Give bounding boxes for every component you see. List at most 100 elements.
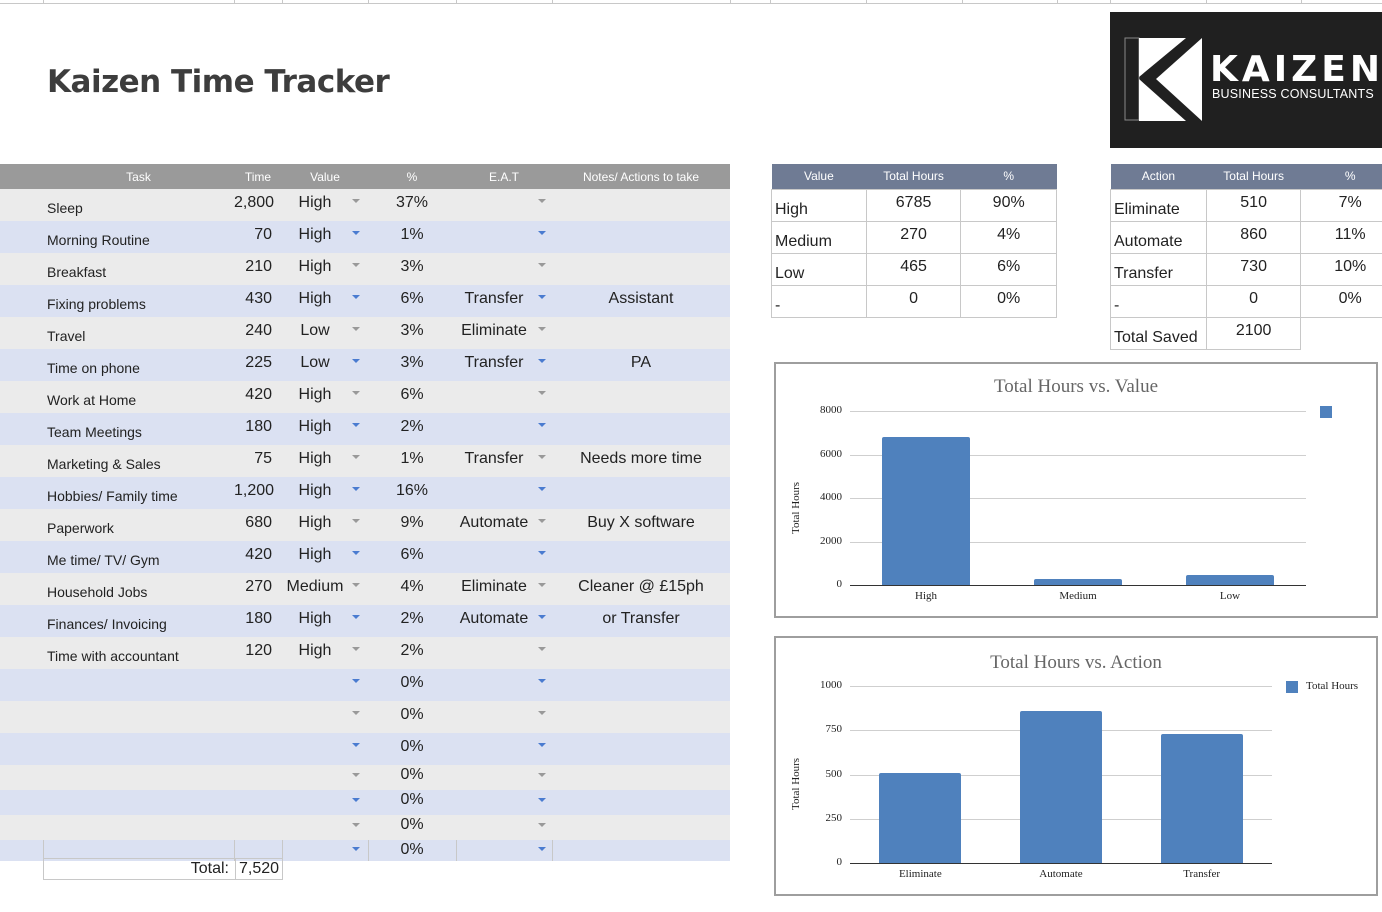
notes-cell[interactable]: Cleaner @ £15ph (578, 578, 704, 595)
task-cell[interactable]: Travel (47, 328, 86, 344)
eat-cell[interactable]: Eliminate (461, 322, 527, 339)
task-cell[interactable]: Time on phone (47, 360, 140, 376)
eat-dropdown-arrow-icon[interactable] (538, 615, 546, 619)
task-cell[interactable]: Fixing problems (47, 296, 146, 312)
row-hours[interactable]: 0 (1205, 284, 1302, 318)
time-cell[interactable]: 1,200 (234, 482, 275, 499)
value-dropdown-arrow-icon[interactable] (352, 647, 360, 651)
value-cell[interactable]: Medium (286, 578, 344, 595)
value-cell[interactable]: High (298, 514, 332, 531)
row-pct[interactable]: 6% (960, 252, 1057, 286)
time-cell[interactable]: 75 (254, 450, 272, 467)
time-cell[interactable]: 240 (245, 322, 272, 339)
task-cell[interactable]: Hobbies/ Family time (47, 488, 178, 504)
row-label[interactable]: - (1110, 284, 1207, 318)
time-cell[interactable]: 70 (254, 226, 272, 243)
time-cell[interactable]: 420 (245, 386, 272, 403)
row-pct[interactable]: 90% (960, 188, 1057, 222)
value-dropdown-arrow-icon[interactable] (352, 423, 360, 427)
notes-cell[interactable]: Needs more time (580, 450, 702, 467)
row-label[interactable]: Medium (771, 220, 867, 254)
eat-dropdown-arrow-icon[interactable] (538, 391, 546, 395)
value-cell[interactable]: High (298, 258, 332, 275)
row-label[interactable]: - (771, 284, 867, 318)
notes-cell[interactable]: or Transfer (602, 610, 680, 627)
eat-cell[interactable]: Eliminate (461, 578, 527, 595)
value-dropdown-arrow-icon[interactable] (352, 798, 360, 802)
value-cell[interactable]: High (298, 290, 332, 307)
task-cell[interactable]: Work at Home (47, 392, 137, 408)
eat-dropdown-arrow-icon[interactable] (538, 231, 546, 235)
value-dropdown-arrow-icon[interactable] (352, 823, 360, 827)
eat-dropdown-arrow-icon[interactable] (538, 327, 546, 331)
time-cell[interactable]: 270 (245, 578, 272, 595)
eat-dropdown-arrow-icon[interactable] (538, 647, 546, 651)
time-cell[interactable]: 2,800 (234, 194, 275, 211)
time-cell[interactable]: 420 (245, 546, 272, 563)
value-dropdown-arrow-icon[interactable] (352, 615, 360, 619)
value-cell[interactable]: Low (300, 354, 330, 371)
value-dropdown-arrow-icon[interactable] (352, 455, 360, 459)
bar-medium[interactable] (1034, 579, 1122, 585)
bar-low[interactable] (1186, 574, 1274, 585)
row-hours[interactable]: 465 (865, 252, 962, 286)
eat-dropdown-arrow-icon[interactable] (538, 743, 546, 747)
value-dropdown-arrow-icon[interactable] (352, 295, 360, 299)
value-dropdown-arrow-icon[interactable] (352, 583, 360, 587)
value-cell[interactable]: High (298, 546, 332, 563)
chart-hours-vs-action[interactable]: Total Hours vs. Action Total Hours 0 250 500… (774, 636, 1378, 896)
notes-cell[interactable]: Assistant (608, 290, 674, 307)
task-cell[interactable]: Morning Routine (47, 232, 150, 248)
time-cell[interactable]: 180 (245, 418, 272, 435)
row-pct[interactable]: 10% (1300, 252, 1382, 286)
eat-dropdown-arrow-icon[interactable] (538, 263, 546, 267)
eat-dropdown-arrow-icon[interactable] (538, 199, 546, 203)
value-cell[interactable]: High (298, 642, 332, 659)
eat-dropdown-arrow-icon[interactable] (538, 823, 546, 827)
value-dropdown-arrow-icon[interactable] (352, 327, 360, 331)
bar-eliminate[interactable] (879, 772, 962, 863)
eat-dropdown-arrow-icon[interactable] (538, 359, 546, 363)
row-pct[interactable]: 0% (960, 284, 1057, 318)
value-dropdown-arrow-icon[interactable] (352, 743, 360, 747)
row-hours[interactable]: 730 (1205, 252, 1302, 286)
eat-dropdown-arrow-icon[interactable] (538, 519, 546, 523)
row-pct[interactable]: 11% (1300, 220, 1382, 254)
eat-dropdown-arrow-icon[interactable] (538, 798, 546, 802)
bar-high[interactable] (882, 437, 970, 585)
chart-hours-vs-value[interactable]: Total Hours vs. Value Total Hours 0 2000 400… (774, 362, 1378, 618)
task-cell[interactable]: Marketing & Sales (47, 456, 161, 472)
value-cell[interactable]: High (298, 194, 332, 211)
task-cell[interactable]: Me time/ TV/ Gym (47, 552, 160, 568)
task-cell[interactable]: Team Meetings (47, 424, 142, 440)
row-hours[interactable]: 6785 (865, 188, 962, 222)
eat-dropdown-arrow-icon[interactable] (538, 551, 546, 555)
row-label[interactable]: Eliminate (1110, 188, 1207, 222)
row-hours[interactable]: 860 (1205, 220, 1302, 254)
eat-cell[interactable]: Automate (459, 610, 529, 627)
notes-cell[interactable]: PA (630, 354, 652, 371)
row-hours[interactable]: 270 (865, 220, 962, 254)
eat-dropdown-arrow-icon[interactable] (538, 455, 546, 459)
notes-cell[interactable]: Buy X software (587, 514, 695, 531)
task-cell[interactable]: Breakfast (47, 264, 107, 280)
eat-dropdown-arrow-icon[interactable] (538, 583, 546, 587)
time-cell[interactable]: 120 (245, 642, 272, 659)
row-label[interactable]: Automate (1110, 220, 1207, 254)
bar-automate[interactable] (1020, 710, 1102, 863)
value-cell[interactable]: High (298, 386, 332, 403)
eat-cell[interactable]: Automate (459, 514, 529, 531)
row-hours[interactable]: 510 (1205, 188, 1302, 222)
total-saved-value[interactable]: 2100 (1205, 316, 1302, 350)
eat-cell[interactable]: Transfer (464, 354, 524, 371)
value-cell[interactable]: High (298, 482, 332, 499)
row-pct[interactable]: 4% (960, 220, 1057, 254)
eat-dropdown-arrow-icon[interactable] (538, 711, 546, 715)
eat-dropdown-arrow-icon[interactable] (538, 295, 546, 299)
row-label[interactable]: Low (771, 252, 867, 286)
row-pct[interactable]: 0% (1300, 284, 1382, 318)
bar-transfer[interactable] (1160, 733, 1243, 863)
time-cell[interactable]: 225 (245, 354, 272, 371)
eat-cell[interactable]: Transfer (464, 450, 524, 467)
value-cell[interactable]: High (298, 418, 332, 435)
